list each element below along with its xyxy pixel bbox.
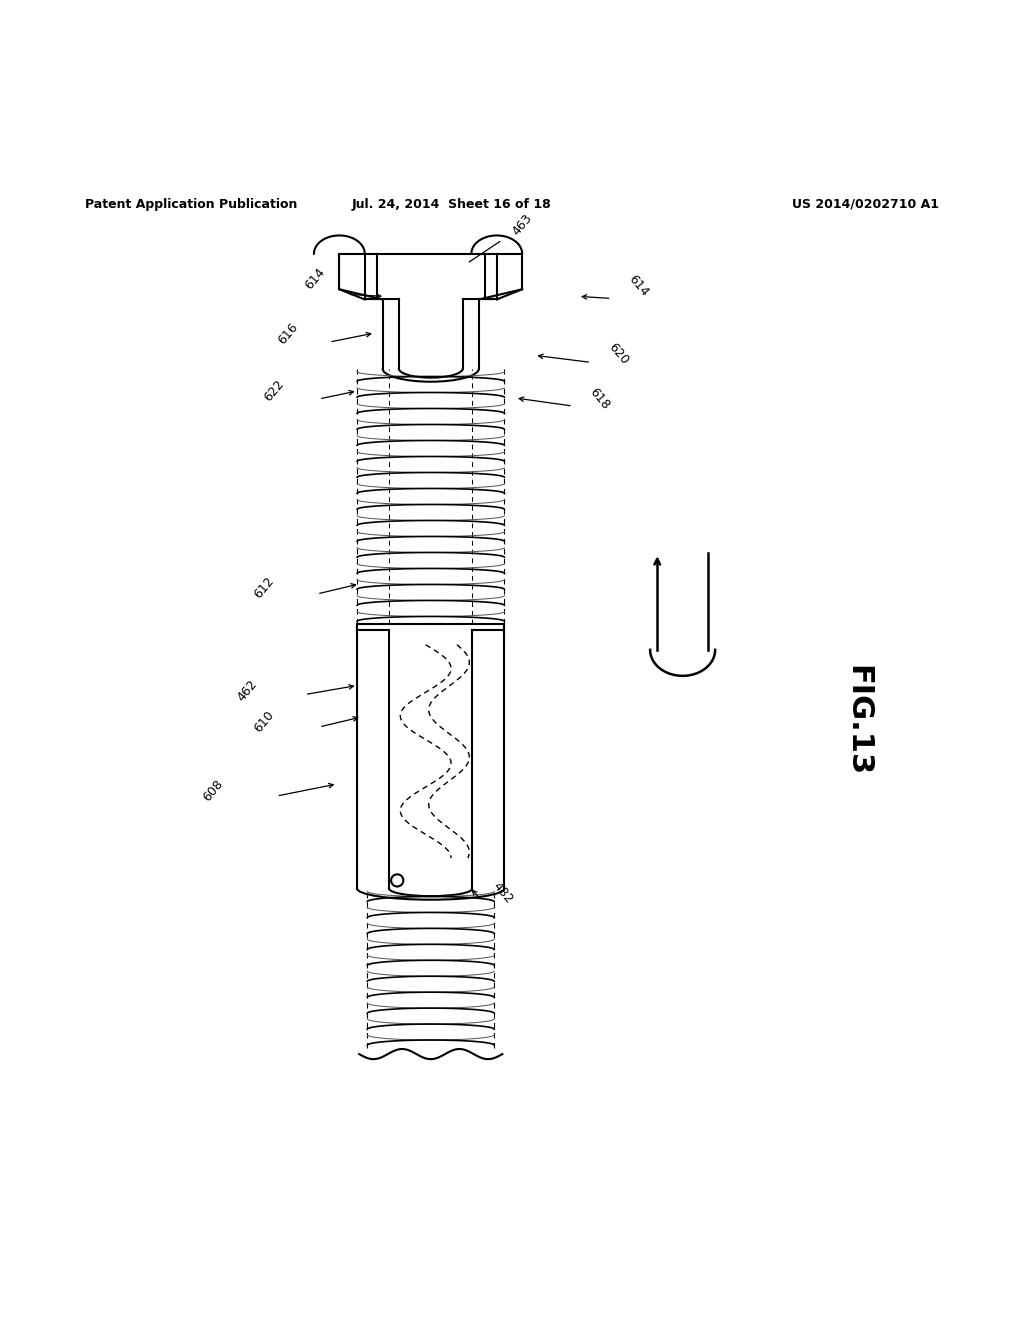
Text: 614: 614 [626, 273, 651, 300]
Text: 612: 612 [251, 574, 276, 601]
Text: FIG.13: FIG.13 [843, 665, 871, 776]
Text: 622: 622 [261, 378, 287, 404]
Text: 608: 608 [201, 777, 225, 804]
Text: US 2014/0202710 A1: US 2014/0202710 A1 [792, 198, 939, 211]
Text: 610: 610 [251, 709, 276, 735]
Text: 462: 462 [234, 677, 260, 704]
Text: 463: 463 [510, 211, 536, 238]
Text: Patent Application Publication: Patent Application Publication [85, 198, 298, 211]
Text: Jul. 24, 2014  Sheet 16 of 18: Jul. 24, 2014 Sheet 16 of 18 [351, 198, 551, 211]
Text: 620: 620 [605, 341, 631, 367]
Text: 482: 482 [489, 879, 515, 906]
Text: 614: 614 [302, 265, 327, 292]
Text: 616: 616 [275, 321, 301, 347]
Text: 618: 618 [587, 385, 612, 412]
